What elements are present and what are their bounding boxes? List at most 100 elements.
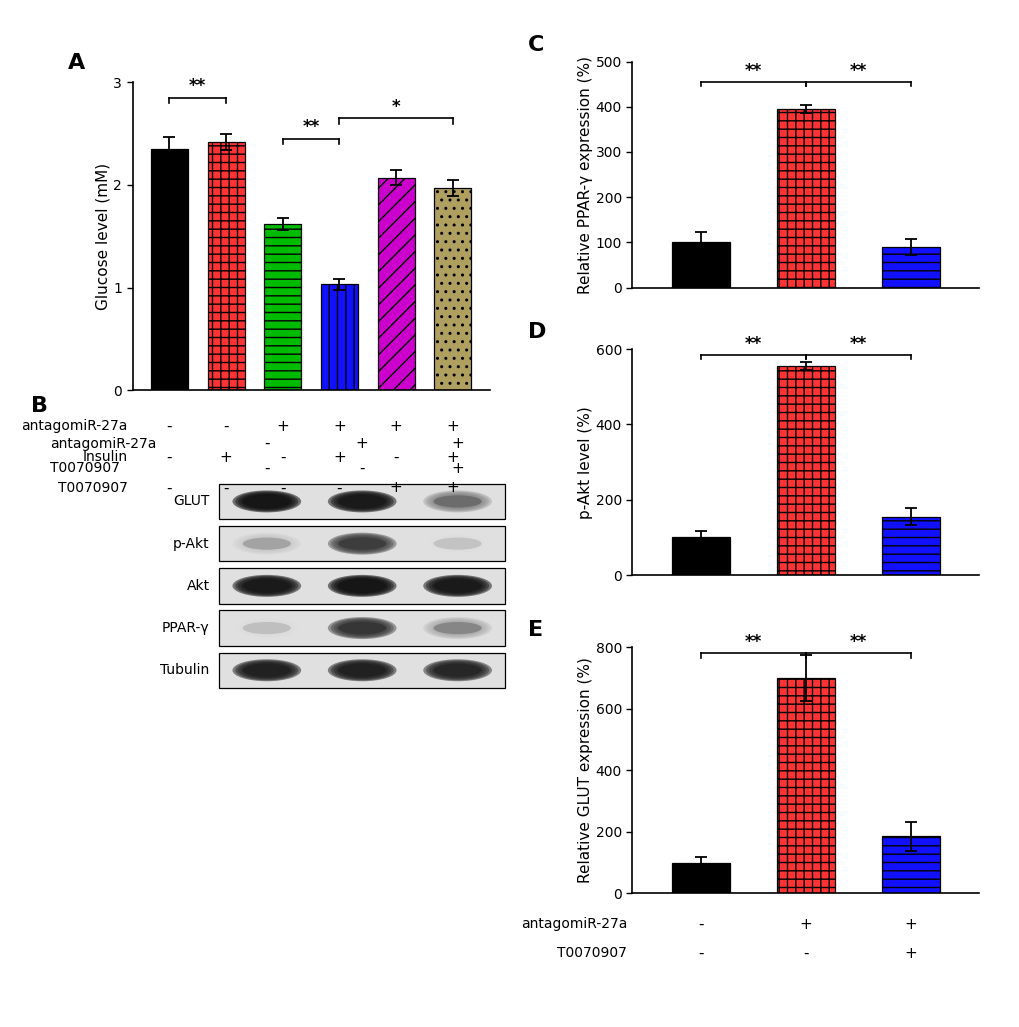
- Ellipse shape: [442, 581, 472, 591]
- Ellipse shape: [350, 624, 374, 632]
- Ellipse shape: [428, 577, 486, 595]
- Bar: [776, 366, 834, 575]
- Bar: [321, 284, 358, 390]
- Ellipse shape: [426, 618, 489, 638]
- Bar: [219, 568, 504, 604]
- Text: -: -: [280, 481, 285, 495]
- Text: GLUT: GLUT: [173, 494, 210, 508]
- Ellipse shape: [423, 533, 491, 555]
- Ellipse shape: [263, 584, 270, 587]
- Ellipse shape: [350, 582, 374, 589]
- Ellipse shape: [330, 534, 393, 554]
- Text: antagomiR-27a: antagomiR-27a: [21, 419, 127, 433]
- Ellipse shape: [451, 584, 464, 587]
- Ellipse shape: [426, 491, 489, 511]
- Ellipse shape: [327, 575, 396, 597]
- Ellipse shape: [249, 538, 284, 549]
- Text: +: +: [446, 481, 459, 495]
- Ellipse shape: [235, 491, 298, 511]
- Text: +: +: [389, 481, 403, 495]
- Ellipse shape: [423, 491, 491, 512]
- Bar: [377, 178, 414, 390]
- Ellipse shape: [353, 668, 371, 673]
- Ellipse shape: [338, 664, 386, 677]
- Ellipse shape: [431, 493, 483, 509]
- Ellipse shape: [243, 537, 290, 549]
- Text: +: +: [389, 419, 403, 433]
- Bar: [881, 517, 938, 575]
- Ellipse shape: [341, 537, 382, 550]
- Text: -: -: [280, 450, 285, 464]
- Ellipse shape: [423, 575, 491, 597]
- Ellipse shape: [247, 495, 286, 508]
- Ellipse shape: [445, 667, 469, 674]
- Bar: [672, 863, 729, 893]
- Ellipse shape: [439, 580, 475, 592]
- Text: +: +: [446, 419, 459, 433]
- Ellipse shape: [344, 538, 379, 549]
- Bar: [219, 484, 504, 519]
- Text: -: -: [264, 461, 269, 476]
- Y-axis label: Relative PPAR-γ expression (%): Relative PPAR-γ expression (%): [578, 55, 592, 294]
- Ellipse shape: [353, 625, 371, 631]
- Ellipse shape: [249, 580, 284, 592]
- Ellipse shape: [445, 582, 469, 589]
- Bar: [672, 537, 729, 575]
- Ellipse shape: [260, 499, 273, 503]
- Ellipse shape: [327, 491, 396, 512]
- Ellipse shape: [330, 660, 393, 680]
- Text: C: C: [528, 35, 544, 54]
- Ellipse shape: [338, 536, 385, 551]
- Ellipse shape: [338, 622, 386, 634]
- Ellipse shape: [434, 578, 480, 594]
- Ellipse shape: [428, 492, 486, 510]
- Text: -: -: [359, 461, 365, 476]
- Ellipse shape: [240, 493, 292, 509]
- Ellipse shape: [336, 619, 388, 637]
- Bar: [264, 224, 301, 390]
- Ellipse shape: [338, 494, 385, 508]
- Ellipse shape: [437, 579, 478, 593]
- Bar: [151, 149, 187, 390]
- Ellipse shape: [428, 534, 486, 553]
- Ellipse shape: [347, 539, 376, 548]
- Ellipse shape: [431, 619, 483, 637]
- Text: **: **: [849, 63, 866, 80]
- Ellipse shape: [327, 617, 396, 639]
- Ellipse shape: [240, 577, 292, 595]
- Text: -: -: [697, 917, 703, 931]
- Ellipse shape: [243, 622, 290, 634]
- Ellipse shape: [249, 496, 284, 507]
- Ellipse shape: [232, 575, 301, 597]
- Ellipse shape: [336, 493, 388, 509]
- Text: +: +: [356, 436, 368, 451]
- Text: +: +: [904, 946, 916, 960]
- Text: antagomiR-27a: antagomiR-27a: [50, 436, 156, 451]
- Ellipse shape: [258, 583, 275, 588]
- Ellipse shape: [426, 534, 489, 554]
- Ellipse shape: [353, 498, 371, 504]
- Ellipse shape: [244, 578, 289, 594]
- Text: Akt: Akt: [186, 579, 210, 593]
- Text: -: -: [166, 481, 172, 495]
- Ellipse shape: [423, 659, 491, 681]
- Ellipse shape: [347, 665, 376, 675]
- Ellipse shape: [439, 622, 475, 634]
- Ellipse shape: [249, 664, 284, 676]
- Text: **: **: [744, 634, 761, 651]
- Ellipse shape: [255, 667, 278, 674]
- Text: +: +: [450, 461, 464, 476]
- Text: +: +: [450, 436, 464, 451]
- Ellipse shape: [247, 663, 286, 677]
- Ellipse shape: [350, 540, 374, 547]
- Ellipse shape: [451, 499, 464, 503]
- Text: -: -: [223, 481, 228, 495]
- Text: p-Akt: p-Akt: [173, 537, 210, 550]
- Ellipse shape: [439, 664, 475, 676]
- Ellipse shape: [263, 670, 270, 672]
- Ellipse shape: [235, 534, 298, 554]
- Ellipse shape: [451, 669, 464, 673]
- Ellipse shape: [448, 583, 467, 588]
- Text: **: **: [303, 118, 319, 137]
- Ellipse shape: [426, 660, 489, 680]
